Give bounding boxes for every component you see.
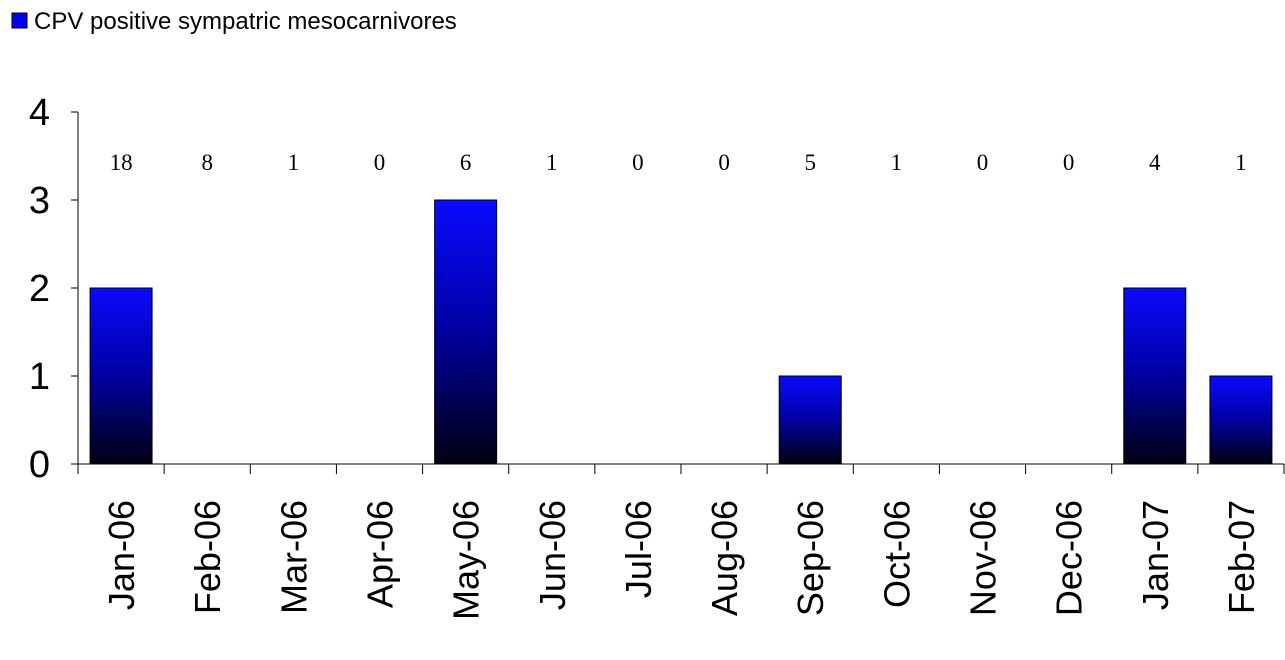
- x-tick-label: Mar-06: [273, 500, 314, 614]
- y-tick-label: 4: [29, 92, 50, 134]
- x-tick-label: Dec-06: [1049, 500, 1090, 616]
- count-label: 0: [1063, 150, 1075, 175]
- bars: [89, 199, 1273, 465]
- count-label: 0: [977, 150, 989, 175]
- count-label: 8: [201, 150, 213, 175]
- count-label: 4: [1149, 150, 1161, 175]
- count-annotations: 18 8 1 0 6 1 0 0 5 1 0 0 4 1: [110, 150, 1247, 175]
- axes: [77, 112, 1284, 465]
- bar-may-06: [434, 199, 498, 465]
- bar-sep-06: [778, 375, 842, 465]
- y-tick-label: 2: [29, 268, 50, 310]
- count-label: 1: [1235, 150, 1247, 175]
- bar-jan-06: [89, 287, 153, 465]
- bar-feb-07: [1209, 375, 1273, 465]
- x-tick-label: Oct-06: [876, 500, 917, 608]
- x-tick-label: May-06: [446, 500, 487, 620]
- count-label: 6: [460, 150, 472, 175]
- count-label: 0: [718, 150, 730, 175]
- x-tick-label: Jul-06: [618, 500, 659, 598]
- x-tick-label: Sep-06: [790, 500, 831, 616]
- y-tick-label: 3: [29, 180, 50, 222]
- count-label: 1: [546, 150, 558, 175]
- count-label: 1: [891, 150, 903, 175]
- bar-jan-07: [1123, 287, 1187, 465]
- x-tick-label: Apr-06: [360, 500, 401, 608]
- x-axis-ticks: Jan-06 Feb-06 Mar-06 Apr-06 May-06 Jun-06 Jul-…: [77, 464, 1285, 620]
- x-tick-label: Jan-06: [101, 500, 142, 610]
- y-axis-ticks: 0 1 2 3 4: [29, 92, 78, 486]
- x-tick-label: Jan-07: [1135, 500, 1176, 610]
- legend: CPV positive sympatric mesocarnivores: [11, 8, 457, 35]
- x-tick-label: Jun-06: [532, 500, 573, 610]
- count-label: 5: [804, 150, 816, 175]
- x-tick-label: Feb-06: [187, 500, 228, 614]
- x-tick-label: Nov-06: [963, 500, 1004, 616]
- count-label: 0: [374, 150, 386, 175]
- x-tick-label: Feb-07: [1221, 500, 1262, 614]
- legend-swatch: [11, 12, 28, 29]
- x-tick-label: Aug-06: [704, 500, 745, 616]
- y-tick-label: 0: [29, 444, 50, 486]
- count-label: 1: [288, 150, 300, 175]
- count-label: 0: [632, 150, 644, 175]
- y-tick-label: 1: [29, 356, 50, 398]
- legend-label: CPV positive sympatric mesocarnivores: [34, 8, 457, 35]
- count-label: 18: [110, 150, 133, 175]
